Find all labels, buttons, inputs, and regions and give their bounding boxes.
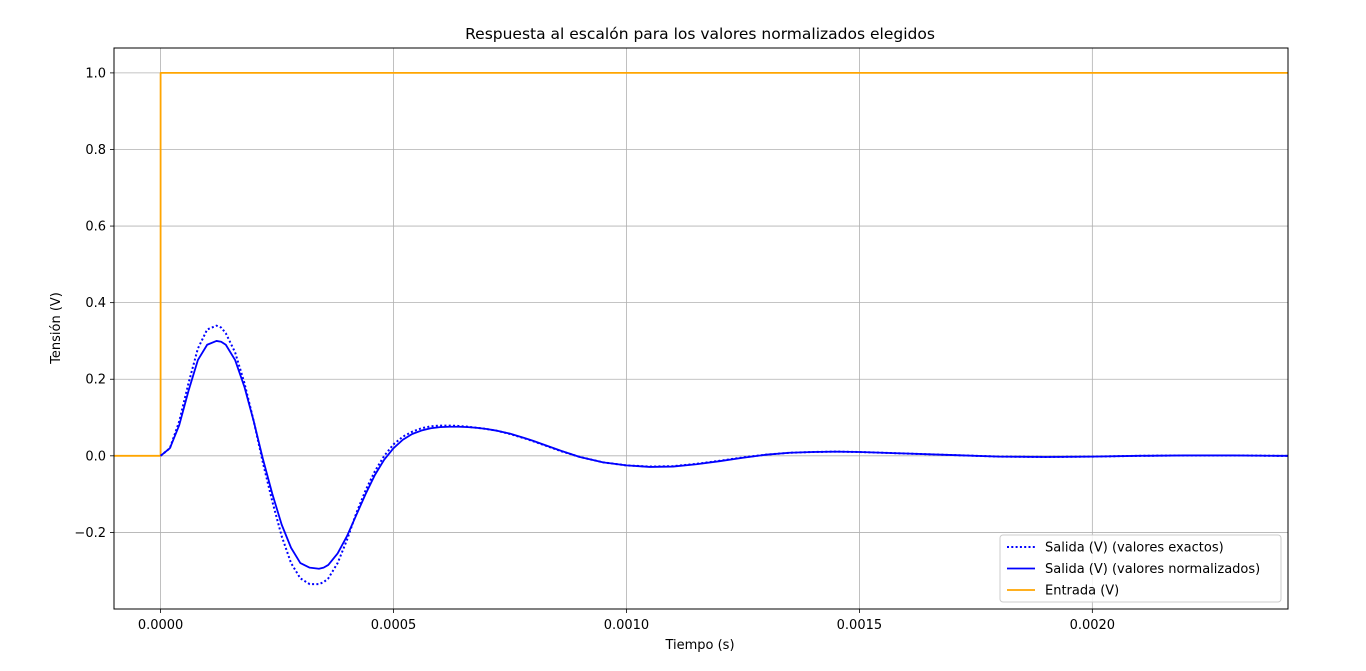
- x-tick-label: 0.0020: [1070, 618, 1116, 633]
- y-tick-label: 0.8: [85, 143, 106, 158]
- series-line-normalized-output: [160, 340, 1288, 570]
- legend-item-exact-output: Salida (V) (valores exactos): [1007, 541, 1224, 556]
- x-tick-label: 0.0015: [837, 618, 883, 633]
- y-tick-label: 0.6: [85, 220, 106, 235]
- chart-title: Respuesta al escalón para los valores no…: [465, 25, 935, 43]
- x-tick-label: 0.0005: [371, 618, 417, 633]
- y-tick-label: 0.4: [85, 296, 106, 311]
- plot-frame: [113, 47, 1289, 610]
- y-axis-title: Tensión (V): [49, 292, 64, 365]
- x-axis-title: Tiempo (s): [664, 638, 734, 653]
- x-tick-label: 0.0010: [604, 618, 650, 633]
- axis-ticks: 0.0000 0.0005 0.0010 0.0015 0.0020 −0.2 0.0 0.2…: [74, 66, 1115, 633]
- y-tick-label: −0.2: [74, 526, 106, 541]
- legend-label: Salida (V) (valores exactos): [1045, 541, 1224, 556]
- series-lines: [114, 71, 1288, 586]
- y-tick-label: 0.2: [85, 373, 106, 388]
- legend-item-normalized-output: Salida (V) (valores normalizados): [1007, 562, 1260, 577]
- grid-lines: [114, 48, 1288, 609]
- series-line-input: [114, 71, 1288, 457]
- legend: Salida (V) (valores exactos) Salida (V) (…: [999, 534, 1282, 603]
- legend-label: Salida (V) (valores normalizados): [1045, 562, 1260, 577]
- legend-item-input: Entrada (V): [1007, 584, 1119, 599]
- legend-label: Entrada (V): [1045, 584, 1119, 599]
- y-tick-label: 1.0: [85, 66, 106, 81]
- x-tick-label: 0.0000: [138, 618, 184, 633]
- y-tick-label: 0.0: [85, 449, 106, 464]
- legend-frame: [999, 534, 1282, 603]
